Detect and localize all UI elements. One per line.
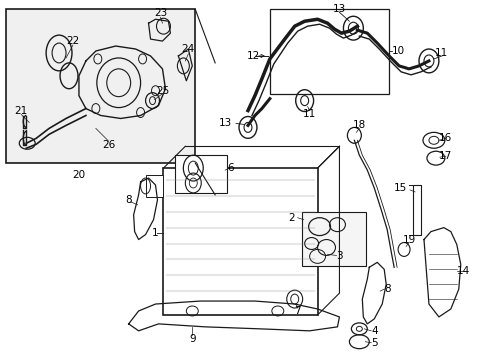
Text: 13: 13 <box>218 118 232 129</box>
Text: 10: 10 <box>391 46 405 56</box>
Text: 1: 1 <box>152 228 159 238</box>
Text: 18: 18 <box>352 121 365 130</box>
Text: 11: 11 <box>303 108 316 118</box>
Text: 9: 9 <box>188 334 195 344</box>
Text: 19: 19 <box>402 234 415 244</box>
Text: 23: 23 <box>154 8 167 18</box>
Text: 20: 20 <box>72 170 85 180</box>
Text: 3: 3 <box>335 251 342 261</box>
Text: 11: 11 <box>434 48 447 58</box>
Bar <box>6 9 195 163</box>
Bar <box>175 155 226 193</box>
Text: 24: 24 <box>182 44 195 54</box>
Bar <box>269 9 388 94</box>
Text: 21: 21 <box>15 105 28 116</box>
Text: 8: 8 <box>125 195 132 205</box>
Text: 2: 2 <box>287 213 294 223</box>
Text: 13: 13 <box>332 4 346 14</box>
Text: 12: 12 <box>246 51 259 61</box>
Text: 7: 7 <box>294 306 301 316</box>
Text: 8: 8 <box>383 284 390 294</box>
Text: 16: 16 <box>438 133 451 143</box>
Text: 17: 17 <box>438 151 451 161</box>
Text: 6: 6 <box>226 163 233 173</box>
Bar <box>301 212 366 266</box>
Text: 22: 22 <box>66 36 80 46</box>
Bar <box>145 175 163 197</box>
Bar <box>163 168 317 315</box>
Text: 14: 14 <box>456 266 469 276</box>
Bar <box>412 185 420 235</box>
Text: 4: 4 <box>370 326 377 336</box>
Text: 15: 15 <box>393 183 406 193</box>
Text: 25: 25 <box>156 86 169 96</box>
Text: 26: 26 <box>102 140 115 150</box>
Text: 5: 5 <box>370 338 377 348</box>
